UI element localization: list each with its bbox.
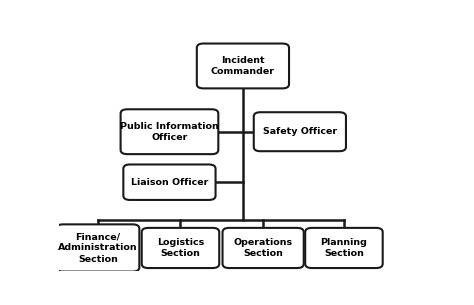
- FancyBboxPatch shape: [222, 228, 304, 268]
- Text: Finance/
Administration
Section: Finance/ Administration Section: [58, 232, 137, 264]
- Text: Safety Officer: Safety Officer: [263, 127, 337, 136]
- FancyBboxPatch shape: [123, 164, 216, 200]
- Text: Public Information
Officer: Public Information Officer: [120, 122, 219, 142]
- FancyBboxPatch shape: [142, 228, 219, 268]
- FancyBboxPatch shape: [120, 109, 219, 154]
- FancyBboxPatch shape: [305, 228, 383, 268]
- Text: Liaison Officer: Liaison Officer: [131, 178, 208, 187]
- Text: Logistics
Section: Logistics Section: [157, 238, 204, 258]
- FancyBboxPatch shape: [197, 44, 289, 88]
- FancyBboxPatch shape: [254, 112, 346, 151]
- FancyBboxPatch shape: [56, 224, 139, 271]
- Text: Planning
Section: Planning Section: [320, 238, 367, 258]
- Text: Incident
Commander: Incident Commander: [211, 56, 275, 76]
- Text: Operations
Section: Operations Section: [234, 238, 292, 258]
